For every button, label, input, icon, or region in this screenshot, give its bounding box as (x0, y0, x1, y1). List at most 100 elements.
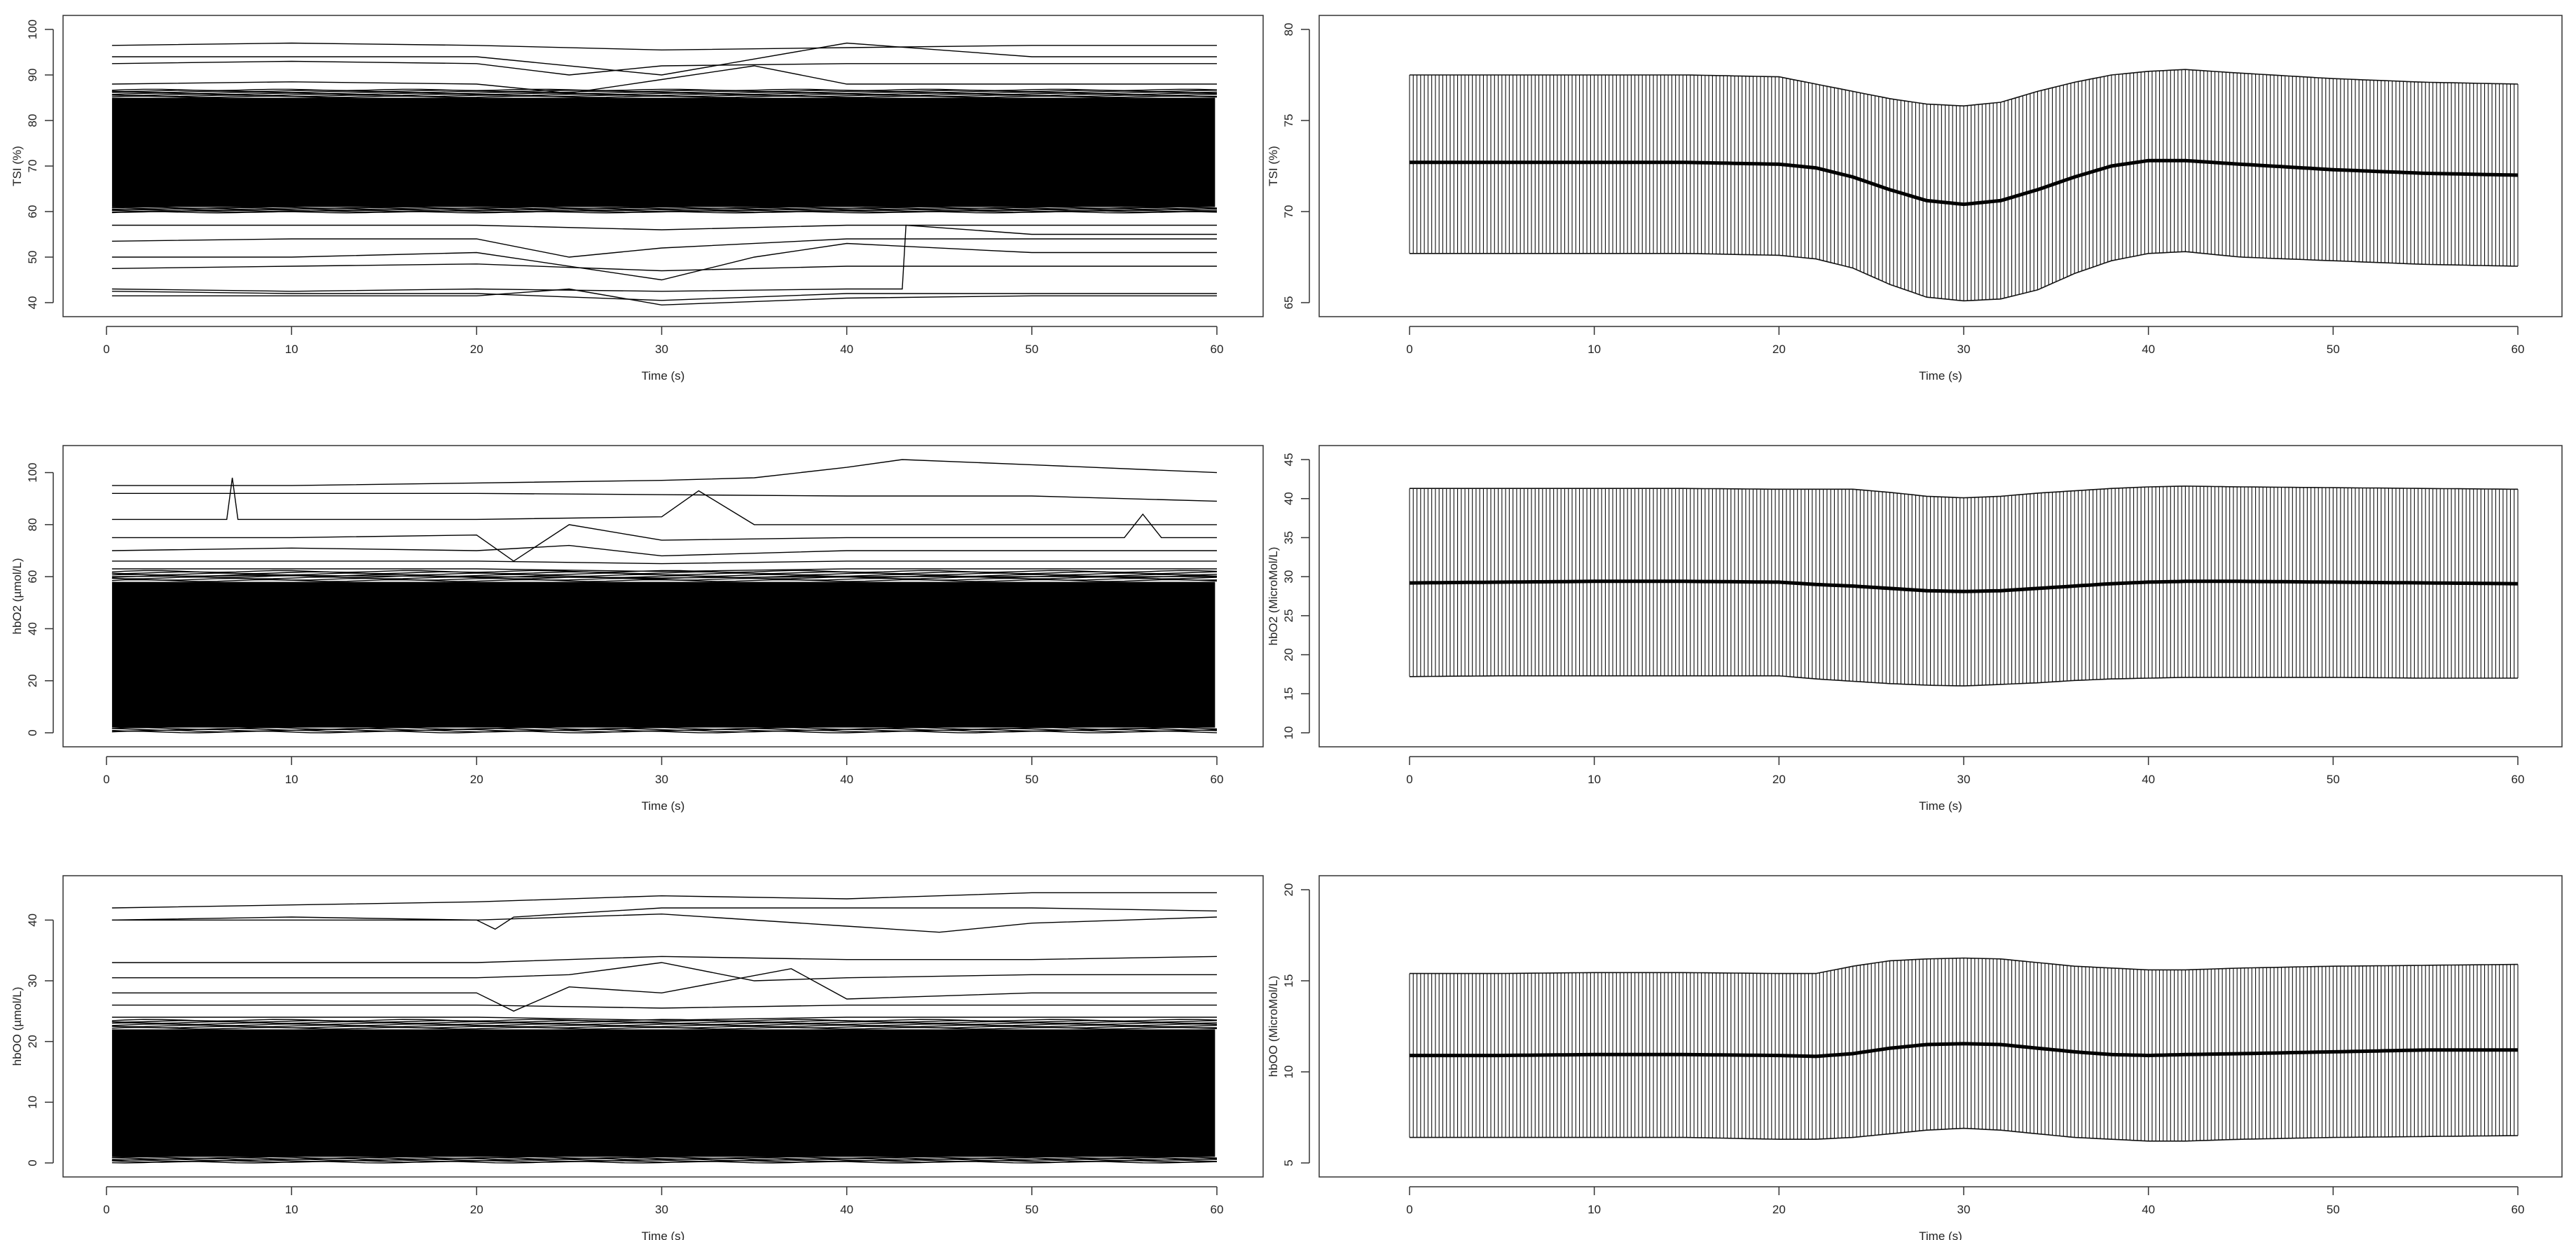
y-tick-label: 35 (1282, 531, 1295, 544)
y-tick-label: 30 (26, 974, 39, 988)
x-tick-label: 40 (840, 773, 853, 786)
x-tick-label: 20 (1772, 773, 1786, 786)
trace-line (111, 459, 1218, 486)
y-axis: 0 20 40 60 80 100 hbO2 (µmol/L) (11, 462, 54, 736)
x-tick-label: 40 (2142, 1203, 2155, 1216)
x-tick-label: 0 (103, 1203, 109, 1216)
trace-line (111, 291, 1217, 301)
x-tick-label: 10 (1587, 1203, 1601, 1216)
y-tick-label: 20 (1282, 883, 1295, 897)
trace-line (111, 956, 1218, 963)
y-tick-label: 10 (1282, 726, 1295, 740)
trace-line (111, 1019, 1218, 1022)
x-axis-label: Time (s) (642, 799, 685, 813)
x-tick-label: 10 (285, 773, 298, 786)
trace-line (111, 492, 1218, 502)
y-tick-label: 20 (26, 674, 39, 687)
y-tick-label: 5 (1282, 1159, 1295, 1166)
trace-line (111, 544, 1217, 557)
trace-line (111, 90, 1218, 92)
x-axis-label: Time (s) (1919, 799, 1962, 813)
x-tick-label: 20 (470, 1203, 483, 1216)
trace-line (111, 967, 1217, 1012)
mean-line (1409, 579, 2519, 593)
x-axis-label: Time (s) (1919, 1229, 1962, 1240)
x-tick-label: 20 (1772, 1203, 1786, 1216)
trace-line (111, 560, 1217, 565)
chart-panel-5: 0 10 20 30 40 50 60 Time (s) 0 10 20 30 40 hbOO (µmol… (11, 875, 1264, 1240)
x-axis: 0 10 20 30 40 50 60 Time (s) (103, 326, 1223, 383)
trace-line (111, 572, 1218, 576)
lower-sd-line (1410, 251, 2519, 302)
x-axis-label: Time (s) (1919, 369, 1962, 383)
trace-line (111, 574, 1217, 579)
trace-line (111, 60, 1217, 76)
y-axis: 40 50 60 70 80 90 100 TSI (%) (11, 20, 54, 309)
x-tick-label: 10 (285, 343, 298, 356)
trace-line (111, 892, 1217, 909)
x-tick-label: 50 (1025, 343, 1038, 356)
trace-line (111, 513, 1217, 562)
y-tick-label: 25 (1282, 609, 1295, 622)
trace-line (111, 224, 1217, 230)
y-axis-label: hbOO (MicroMol/L) (1267, 976, 1280, 1077)
trace-line (111, 65, 1217, 94)
x-tick-label: 30 (655, 773, 668, 786)
trace-line (111, 571, 1218, 574)
x-tick-label: 0 (103, 773, 109, 786)
x-tick-label: 30 (1957, 773, 1971, 786)
x-tick-label: 60 (2512, 1203, 2525, 1216)
y-tick-label: 0 (26, 1159, 39, 1166)
x-tick-label: 60 (2512, 343, 2525, 356)
y-tick-label: 20 (1282, 648, 1295, 661)
y-tick-label: 30 (1282, 570, 1295, 584)
y-tick-label: 40 (26, 914, 39, 927)
trace-line (111, 570, 1218, 573)
trace-line (111, 92, 1218, 95)
x-tick-label: 0 (1406, 1203, 1412, 1216)
plot-frame (62, 15, 1264, 317)
chart-panel-4: 0 10 20 30 40 50 60 Time (s) 10 15 20 25 30 35 40 45 hbO… (1267, 445, 2563, 813)
x-tick-label: 60 (1211, 773, 1224, 786)
y-tick-label: 0 (26, 729, 39, 736)
y-tick-label: 70 (1282, 205, 1295, 219)
trace-line (111, 93, 1218, 96)
y-tick-label: 15 (1282, 974, 1295, 988)
trace-line (111, 1159, 1218, 1162)
trace-line (111, 263, 1217, 272)
y-tick-label: 80 (26, 114, 39, 128)
y-tick-label: 60 (26, 205, 39, 219)
trace-line (111, 224, 1217, 292)
trace-line (111, 42, 1217, 76)
y-axis-label: hbOO (µmol/L) (11, 987, 24, 1066)
trace-line (111, 209, 1218, 212)
y-tick-label: 60 (26, 570, 39, 584)
trace-line (111, 42, 1217, 51)
y-tick-label: 40 (26, 622, 39, 635)
x-tick-label: 50 (1025, 1203, 1038, 1216)
y-axis-label: hbO2 (MicroMol/L) (1267, 547, 1280, 646)
trace-line (111, 726, 1218, 730)
lower-sd-line (1409, 675, 2518, 687)
x-tick-label: 30 (655, 1203, 668, 1216)
y-tick-label: 100 (26, 462, 39, 482)
x-tick-label: 40 (840, 1203, 853, 1216)
y-axis: 65 70 75 80 TSI (%) (1267, 23, 1310, 309)
chart-panel-6: 0 10 20 30 40 50 60 Time (s) 5 10 15 20 hbOO (MicroM… (1267, 875, 2563, 1240)
mean-line (1410, 1042, 2518, 1059)
trace-line (111, 288, 1217, 306)
x-tick-label: 30 (1957, 343, 1971, 356)
x-tick-label: 20 (1772, 343, 1786, 356)
x-tick-label: 20 (470, 773, 483, 786)
trace-line (111, 913, 1218, 933)
sd-whiskers (1409, 69, 2519, 301)
x-tick-label: 10 (285, 1203, 298, 1216)
x-tick-label: 60 (2512, 773, 2525, 786)
x-tick-label: 50 (1025, 773, 1038, 786)
x-tick-label: 60 (1211, 1203, 1224, 1216)
trace-line (111, 1005, 1217, 1009)
trace-line (111, 477, 1217, 525)
y-tick-label: 100 (26, 20, 39, 39)
trace-line (111, 211, 1218, 214)
y-axis: 5 10 15 20 hbOO (MicroMol/L) (1267, 883, 1310, 1166)
